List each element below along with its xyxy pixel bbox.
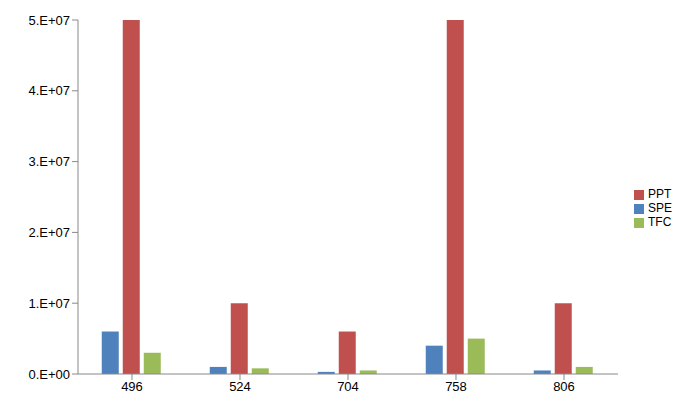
html-text:PPT: PPT	[648, 187, 672, 201]
svg-text:524: 524	[229, 379, 251, 394]
html-text:SPE: SPE	[648, 201, 672, 215]
svg-text:3.E+07: 3.E+07	[28, 154, 70, 169]
svg-text:5.E+07: 5.E+07	[28, 13, 70, 28]
svg-text:704: 704	[337, 379, 359, 394]
svg-text:1.E+07: 1.E+07	[28, 296, 70, 311]
svg-text:806: 806	[553, 379, 575, 394]
svg-text:496: 496	[121, 379, 143, 394]
svg-text:0.E+00: 0.E+00	[28, 367, 70, 382]
svg-text:758: 758	[445, 379, 467, 394]
svg-text:2.E+07: 2.E+07	[28, 225, 70, 240]
svg-text:4.E+07: 4.E+07	[28, 83, 70, 98]
html-text:TFC: TFC	[648, 215, 672, 229]
